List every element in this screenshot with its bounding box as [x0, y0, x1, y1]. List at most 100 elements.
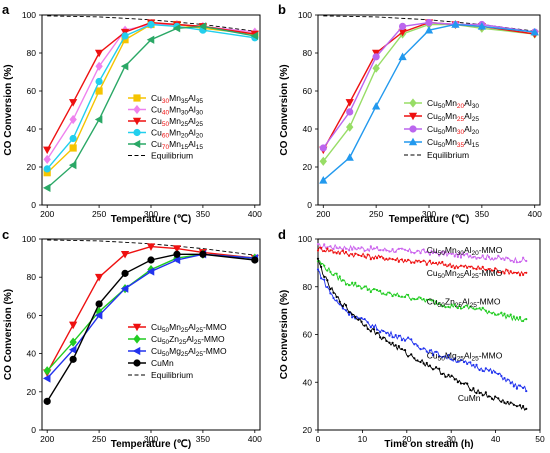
data-point: [172, 255, 181, 265]
legend-entry-label: Cu50Mn35Al15: [427, 137, 479, 149]
data-point: [431, 251, 435, 255]
data-point: [416, 344, 419, 347]
data-point: [416, 249, 419, 252]
data-point: [450, 303, 453, 306]
label-part: 35: [196, 98, 204, 105]
data-point: [363, 285, 366, 288]
data-point: [407, 355, 410, 358]
x-tick-label: 250: [92, 209, 106, 219]
data-point: [407, 249, 410, 253]
data-point: [95, 300, 103, 308]
data-point: [397, 247, 400, 250]
data-point: [400, 247, 404, 250]
label-part: 30: [196, 110, 204, 117]
data-point: [120, 62, 129, 71]
legend-swatch-marker: [133, 128, 141, 137]
data-point: [462, 360, 466, 364]
data-point: [344, 247, 348, 250]
y-tick-label: 60: [27, 86, 37, 96]
data-point: [394, 334, 397, 337]
data-point: [323, 264, 326, 267]
data-point: [372, 257, 376, 260]
label-part: 25: [181, 327, 189, 334]
data-point: [363, 255, 366, 258]
data-point: [332, 251, 335, 254]
series-label: Cu50Zn25Al25-MMO: [427, 297, 501, 309]
data-point: [43, 165, 51, 173]
data-point: [391, 258, 394, 261]
label-part: -MMO: [201, 334, 225, 344]
series-Cu50Mn30Al20-MMO: Cu50Mn30Al20-MMO: [316, 243, 528, 264]
label-part: Al: [188, 116, 196, 126]
data-point: [484, 309, 487, 312]
data-point: [357, 284, 360, 288]
label-part: Mn: [169, 105, 181, 115]
data-point: [351, 313, 354, 316]
data-point: [68, 345, 77, 354]
x-tick-label: 10: [358, 434, 368, 444]
data-point: [329, 249, 332, 252]
label-part: 25: [194, 339, 202, 346]
data-point: [506, 269, 509, 272]
data-point: [172, 24, 181, 33]
label-part: 50: [438, 302, 446, 309]
data-point: [490, 397, 494, 400]
data-point: [388, 334, 391, 337]
data-point: [369, 330, 372, 333]
data-point: [323, 275, 326, 278]
data-point: [518, 384, 522, 387]
x-tick-label: 300: [144, 434, 158, 444]
data-point: [354, 315, 357, 319]
data-point: [398, 22, 407, 31]
x-tick-label: 40: [491, 434, 501, 444]
data-point: [497, 397, 500, 400]
data-point: [466, 266, 469, 269]
y-tick-label: 60: [303, 86, 313, 96]
legend-entry-label: Equilibrium: [427, 150, 469, 160]
data-point: [435, 251, 438, 254]
data-point: [422, 259, 425, 262]
data-point: [466, 252, 469, 255]
x-tick-label: 20: [402, 434, 412, 444]
data-point: [522, 386, 525, 390]
data-point: [477, 22, 486, 30]
series-label: Cu50Mn25Al25-MMO: [427, 268, 503, 280]
data-point: [509, 270, 512, 273]
data-point: [413, 343, 416, 346]
data-point: [481, 254, 484, 257]
data-point: [394, 258, 397, 262]
label-part: 25: [471, 273, 479, 280]
data-point: [425, 361, 428, 365]
data-point: [121, 269, 129, 277]
data-point: [43, 366, 51, 376]
label-part: Zn: [445, 297, 455, 307]
data-point: [497, 313, 500, 316]
data-point: [456, 360, 459, 363]
data-point: [509, 313, 512, 316]
data-point: [497, 271, 500, 274]
label-part: Mn: [445, 124, 457, 134]
data-point: [347, 284, 351, 287]
data-point: [95, 77, 103, 86]
data-point: [419, 252, 422, 255]
y-tick-label: 40: [27, 124, 37, 134]
y-tick-label: 100: [298, 234, 312, 244]
data-point: [456, 306, 459, 310]
label-part: 20: [457, 103, 465, 110]
data-point: [398, 52, 407, 61]
data-point: [462, 382, 466, 385]
data-point: [478, 307, 481, 310]
label-part: Cu: [427, 350, 438, 360]
data-point: [410, 251, 413, 254]
series-line: [46, 245, 255, 374]
data-point: [478, 267, 481, 270]
label-part: Mn: [445, 268, 457, 278]
data-point: [441, 356, 444, 359]
data-point: [366, 253, 369, 256]
data-point: [515, 387, 519, 390]
label-part: 30: [457, 250, 465, 257]
data-point: [323, 278, 326, 281]
y-tick-label: 80: [27, 272, 37, 282]
data-point: [413, 298, 416, 301]
label-part: 50: [162, 327, 170, 334]
